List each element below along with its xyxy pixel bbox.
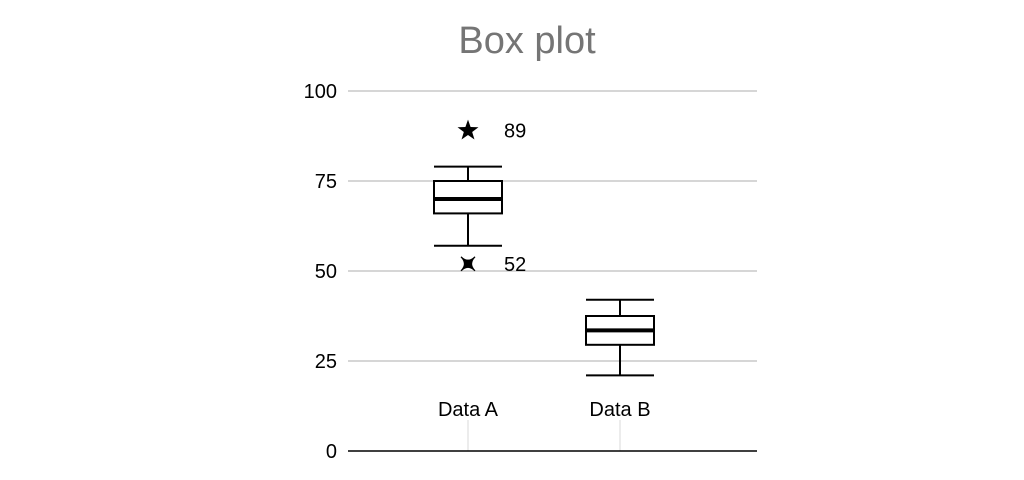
star-icon [457, 119, 479, 140]
outlier-point: 52 [460, 254, 526, 276]
y-axis-ticks: 0 25 50 75 100 [304, 81, 337, 463]
x-axis-categories: Data A Data B [438, 399, 651, 451]
x-category-label: Data B [589, 399, 650, 421]
outlier-point: 89 [457, 119, 526, 143]
x-category-label: Data A [438, 399, 499, 421]
box-data-b [585, 298, 655, 377]
cross-icon [460, 256, 476, 272]
outliers-layer: 89 52 [457, 119, 526, 276]
y-tick-label: 100 [304, 81, 337, 103]
y-tick-label: 50 [315, 261, 337, 283]
outlier-label: 89 [504, 121, 526, 143]
box-data-a [433, 165, 503, 247]
outlier-label: 52 [504, 254, 526, 276]
y-tick-label: 25 [315, 351, 337, 373]
chart-title: Box plot [458, 20, 596, 62]
boxes-layer [433, 165, 655, 377]
y-tick-label: 75 [315, 171, 337, 193]
y-tick-label: 0 [326, 441, 337, 463]
grid-layer [348, 90, 757, 362]
